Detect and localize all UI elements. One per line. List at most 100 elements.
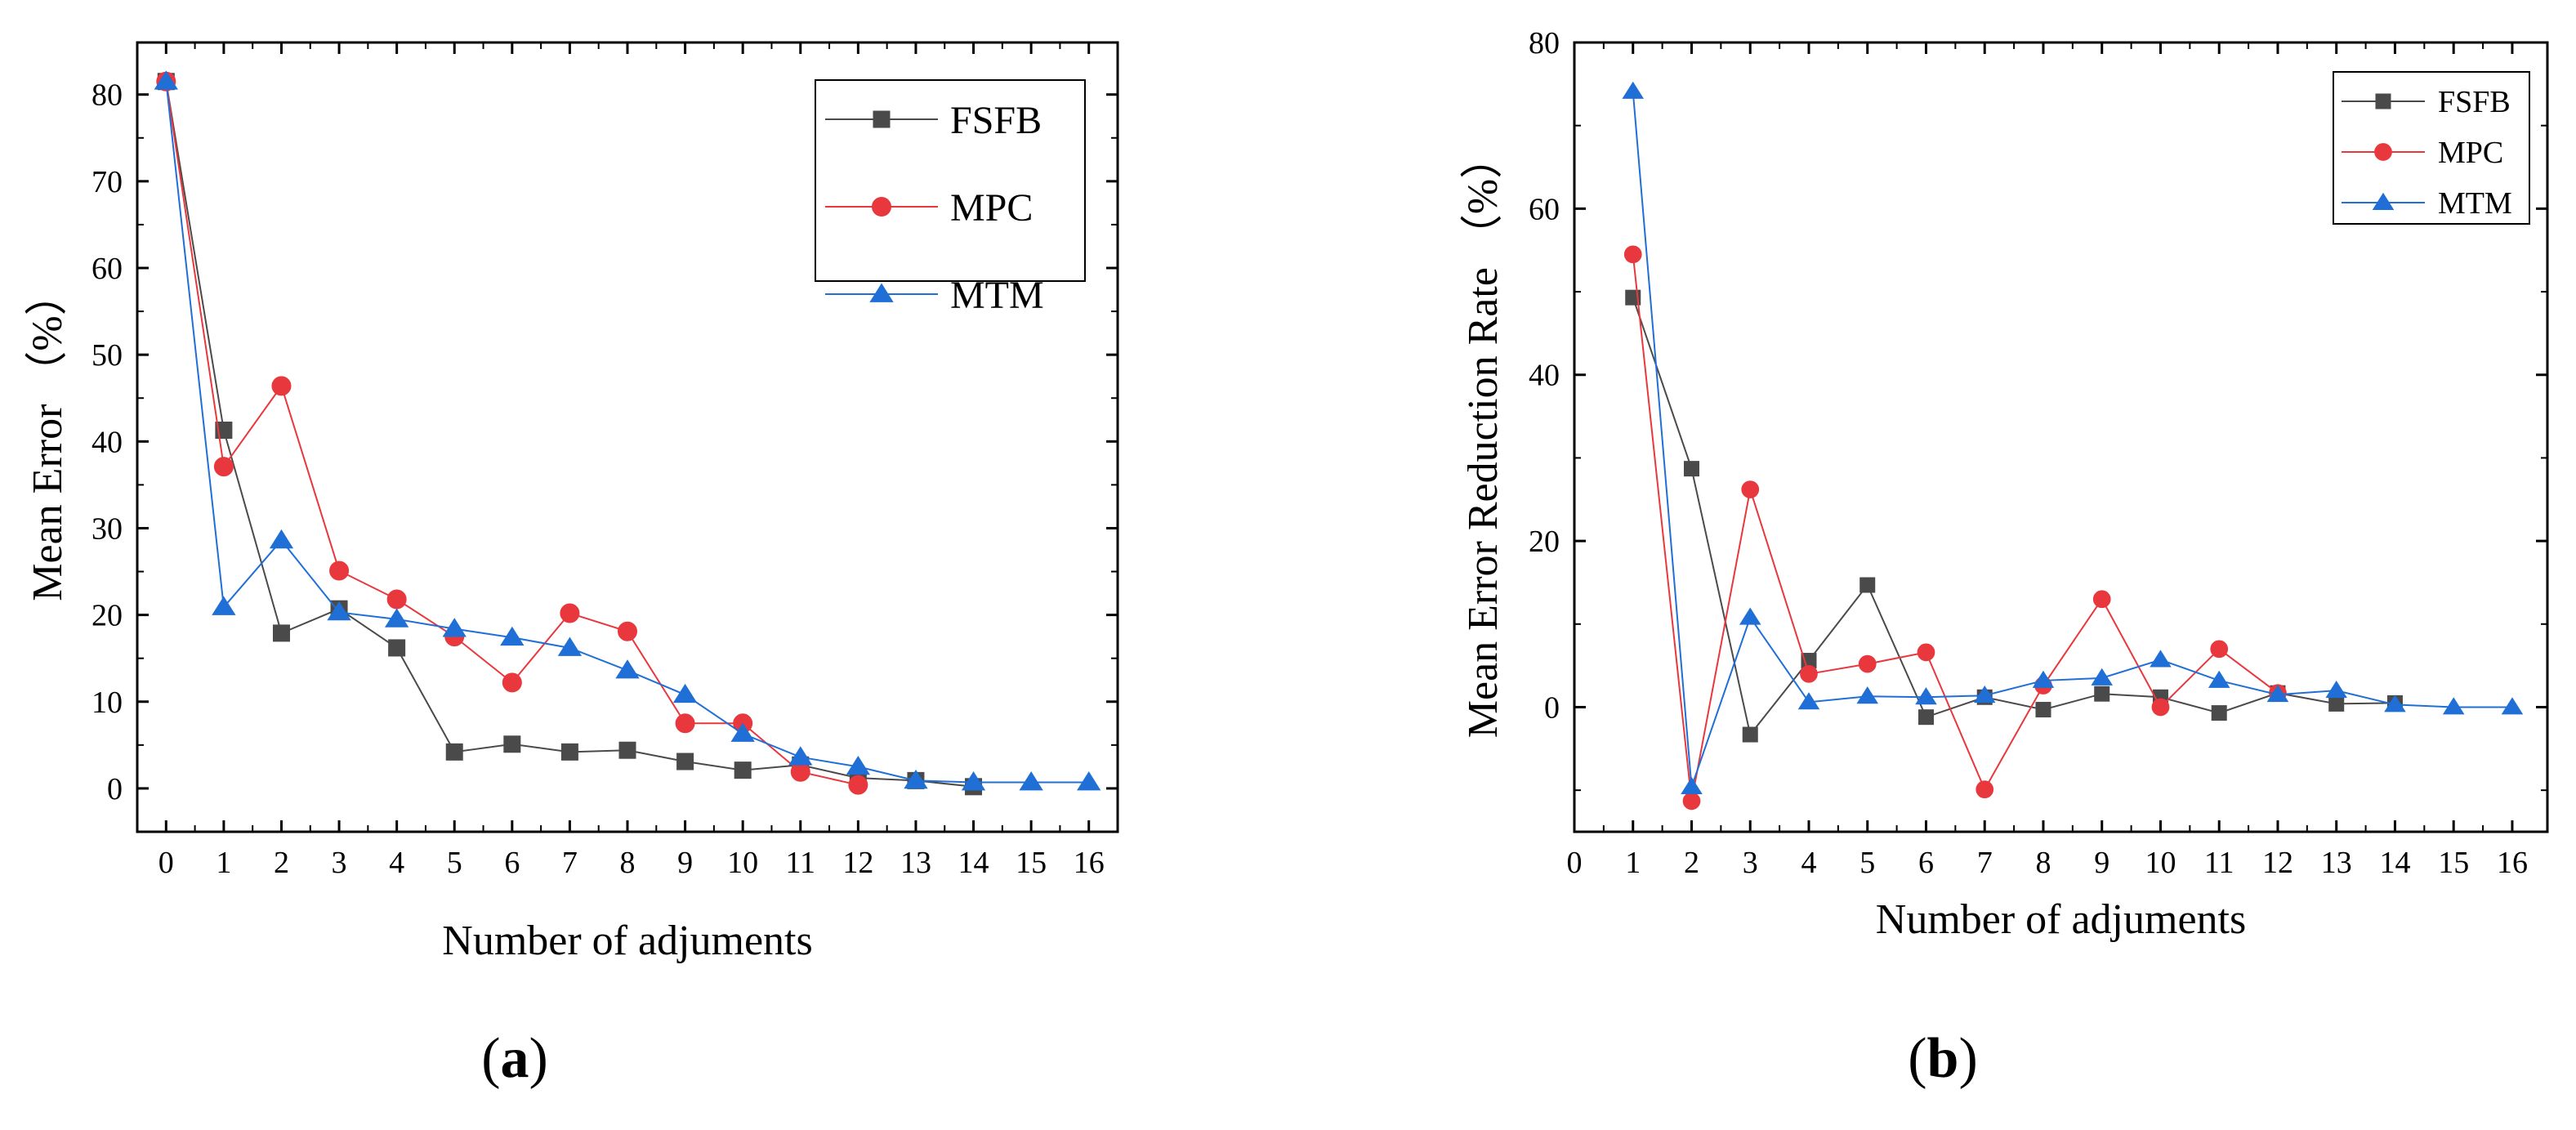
data-point-mpc <box>1917 643 1935 662</box>
x-tick-label: 16 <box>2497 846 2528 880</box>
x-tick-label: 2 <box>1684 846 1699 880</box>
data-point-fsfb <box>618 741 636 759</box>
series-mtm <box>1622 81 2524 795</box>
series-line-fsfb <box>1632 297 2395 737</box>
data-point-mtm <box>557 636 583 656</box>
data-point-mtm <box>154 70 178 90</box>
x-tick-label: 5 <box>1859 846 1875 880</box>
legend-marker-fsfb <box>2375 93 2391 109</box>
data-point-mpc <box>213 457 234 477</box>
y-tick-label: 80 <box>1529 26 1560 60</box>
x-tick-label: 7 <box>562 846 578 880</box>
data-point-mtm <box>961 771 986 791</box>
data-point-mpc <box>2210 640 2229 659</box>
x-tick-label: 9 <box>2094 846 2109 880</box>
x-tick-label: 13 <box>900 846 931 880</box>
data-point-mtm <box>2442 697 2465 715</box>
panel-label-a: (a) <box>481 1027 548 1090</box>
x-tick-label: 6 <box>504 846 520 880</box>
x-tick-label: 15 <box>1016 846 1047 880</box>
x-tick-label: 16 <box>1074 846 1105 880</box>
data-point-mtm <box>2150 650 2172 668</box>
x-tick-label: 0 <box>1567 846 1583 880</box>
data-point-mpc <box>329 561 350 581</box>
legend-marker-mtm <box>2372 192 2395 210</box>
x-tick-label: 3 <box>1743 846 1758 880</box>
data-point-mtm <box>500 626 525 646</box>
x-tick-label: 8 <box>2035 846 2051 880</box>
data-point-mpc <box>1800 664 1818 683</box>
data-point-mtm <box>327 601 351 621</box>
x-tick-label: 12 <box>2262 846 2293 880</box>
x-tick-label: 11 <box>785 846 815 880</box>
y-tick-label: 10 <box>92 686 123 720</box>
data-point-mtm <box>1019 771 1043 791</box>
data-point-fsfb <box>734 762 752 779</box>
data-point-mpc <box>618 621 637 641</box>
x-tick-label: 11 <box>2204 846 2234 880</box>
data-point-mtm <box>269 529 294 549</box>
data-point-mtm <box>2091 668 2114 686</box>
data-point-mpc <box>2092 590 2111 609</box>
legend-item-mpc: MPC <box>2342 136 2503 170</box>
y-tick-label: 30 <box>92 511 123 546</box>
data-point-mtm <box>1797 692 1820 710</box>
x-tick-label: 10 <box>727 846 758 880</box>
y-tick-label: 50 <box>92 338 123 373</box>
x-tick-label: 14 <box>958 846 989 880</box>
data-point-mtm <box>730 722 755 742</box>
y-axis-label: Mean Error （%） <box>25 273 71 601</box>
data-point-mpc <box>386 589 407 610</box>
data-point-fsfb <box>2035 702 2051 718</box>
legend-item-mtm: MTM <box>2342 186 2512 221</box>
legend-box <box>815 79 1086 282</box>
y-tick-label: 60 <box>92 252 123 286</box>
panel-label-b: (b) <box>1908 1027 1978 1090</box>
data-point-mpc <box>1858 654 1877 673</box>
data-point-mtm <box>442 618 467 637</box>
data-point-fsfb <box>445 743 463 761</box>
x-tick-label: 5 <box>447 846 462 880</box>
legend-label: FSFB <box>2438 85 2511 119</box>
data-point-fsfb <box>1742 726 1758 743</box>
y-tick-label: 0 <box>107 772 123 806</box>
y-tick-label: 40 <box>92 425 123 459</box>
legend: FSFB MPC MTM <box>815 79 1086 317</box>
data-point-mtm <box>1739 607 1761 625</box>
data-point-mpc <box>848 775 868 795</box>
data-point-fsfb <box>272 624 290 642</box>
data-point-mtm <box>1077 771 1101 791</box>
x-tick-label: 4 <box>1801 846 1816 880</box>
data-point-fsfb <box>503 735 521 753</box>
x-tick-label: 0 <box>158 846 174 880</box>
data-point-fsfb <box>2211 705 2227 721</box>
x-tick-label: 1 <box>1625 846 1641 880</box>
plot-frame <box>1573 41 2549 833</box>
x-tick-label: 14 <box>2379 846 2410 880</box>
legend-marker-fsfb <box>873 110 891 128</box>
x-tick-label: 7 <box>1977 846 1993 880</box>
series-fsfb <box>1625 289 2403 743</box>
data-point-mpc <box>1741 480 1760 498</box>
y-tick-label: 60 <box>1529 192 1560 226</box>
series-line-mpc <box>1632 254 2279 802</box>
x-tick-label: 3 <box>332 846 347 880</box>
x-tick-label: 10 <box>2145 846 2176 880</box>
legend-label: MTM <box>950 274 1044 317</box>
data-point-mtm <box>1856 686 1879 704</box>
data-point-mpc <box>2151 698 2170 717</box>
chart-a: 0 1 2 3 4 5 6 7 8 9 10 11 12 13 14 15 160102030405060708… <box>25 41 1119 964</box>
y-tick-label: 20 <box>1529 525 1560 559</box>
data-point-mtm <box>384 608 409 628</box>
data-point-mtm <box>672 683 698 703</box>
y-tick-label: 20 <box>92 599 123 633</box>
data-point-mpc <box>1976 780 1994 798</box>
data-point-mtm <box>1681 776 1703 795</box>
data-point-fsfb <box>2328 695 2345 712</box>
data-point-mpc <box>790 762 810 782</box>
x-tick-label: 13 <box>2321 846 2352 880</box>
data-point-fsfb <box>1683 461 1699 477</box>
legend-label: MPC <box>950 186 1033 230</box>
y-tick-label: 40 <box>1529 359 1560 393</box>
